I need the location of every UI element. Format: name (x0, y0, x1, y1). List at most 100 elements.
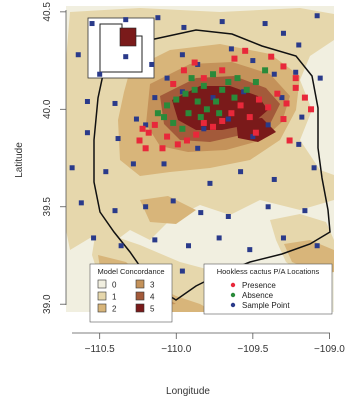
presence-point (283, 100, 290, 107)
sample-point (152, 95, 158, 101)
x-axis-label: Longitude (166, 386, 210, 397)
points-legend: Hookless cactus P/A Locations PresenceAb… (203, 263, 333, 315)
presence-point (151, 121, 158, 128)
x-tick-label: −109.0 (314, 344, 345, 355)
concordance-5-region (172, 86, 268, 130)
sample-point (115, 136, 121, 142)
y-tick-label: 40.5 (42, 2, 53, 22)
x-axis: −110.5 −110.0 −109.5 −109.0 (72, 332, 345, 355)
concordance-label: 1 (112, 293, 117, 302)
sample-point (210, 95, 216, 101)
presence-point (159, 145, 166, 152)
sample-point (296, 141, 302, 147)
y-axis: 39.0 39.5 40.0 40.5 (42, 2, 67, 314)
points-legend-marker (230, 302, 236, 308)
sample-point (130, 161, 136, 167)
presence-point (265, 104, 272, 111)
concordance-swatch (135, 279, 145, 289)
presence-point (280, 116, 287, 123)
sample-point (89, 21, 95, 27)
absence-point (243, 86, 250, 93)
inset-study-area (119, 27, 137, 47)
sample-point (152, 237, 158, 243)
presence-point (174, 141, 181, 148)
points-legend-frame (203, 263, 333, 315)
sample-point (123, 17, 129, 23)
sample-point (112, 208, 118, 214)
presence-point (145, 129, 152, 136)
presence-point (200, 75, 207, 82)
sample-point (293, 69, 299, 75)
presence-point (292, 75, 299, 82)
x-tick-label: −110.0 (161, 344, 192, 355)
sample-point (250, 58, 256, 64)
y-axis-label: Latitude (14, 142, 25, 178)
sample-point (228, 46, 234, 52)
absence-point (225, 79, 232, 86)
absence-point (194, 98, 201, 105)
points-legend-marker (230, 292, 236, 298)
concordance-swatch (97, 291, 107, 301)
sample-point (179, 268, 185, 274)
sample-point (112, 100, 118, 106)
sample-point (225, 116, 231, 122)
y-tick-label: 39.0 (42, 294, 53, 314)
sample-point (133, 116, 139, 122)
presence-point (193, 131, 200, 138)
presence-point (170, 80, 177, 87)
presence-point (183, 137, 190, 144)
sample-point (241, 89, 247, 95)
points-legend-marker (230, 282, 236, 288)
sample-point (280, 30, 286, 36)
presence-point (200, 119, 207, 126)
sample-point (311, 165, 317, 171)
presence-point (237, 102, 244, 109)
points-legend-label: Presence (242, 281, 276, 290)
absence-point (203, 106, 210, 113)
presence-point (164, 133, 171, 140)
sample-point (103, 169, 109, 175)
y-tick-label: 40.0 (42, 99, 53, 119)
absence-point (179, 125, 186, 132)
sample-point (186, 243, 192, 249)
sample-point (262, 21, 268, 27)
x-tick-label: −109.5 (237, 344, 268, 355)
absence-point (185, 110, 192, 117)
sample-point (179, 52, 185, 58)
sample-point (91, 235, 97, 241)
sample-point (299, 114, 305, 120)
concordance-label: 5 (150, 305, 155, 314)
absence-point (252, 79, 259, 86)
sample-point (216, 235, 222, 241)
presence-point (280, 63, 287, 70)
absence-point (210, 71, 217, 78)
sample-point (164, 75, 170, 81)
absence-point (231, 94, 238, 101)
absence-point (213, 98, 220, 105)
sample-point (317, 75, 323, 81)
sample-point (161, 161, 167, 167)
presence-point (274, 90, 281, 97)
presence-point (210, 123, 217, 130)
concordance-swatch (97, 279, 107, 289)
sample-point (280, 235, 286, 241)
concordance-label: 3 (150, 281, 155, 290)
sample-point (143, 122, 149, 128)
points-legend-title: Hookless cactus P/A Locations (217, 267, 320, 276)
sample-point (195, 145, 201, 151)
sample-point (84, 99, 90, 105)
presence-point (246, 114, 253, 121)
concordance-legend-title: Model Concordance (97, 267, 164, 276)
presence-point (231, 55, 238, 62)
sample-point (279, 95, 285, 101)
presence-point (286, 137, 293, 144)
points-legend-label: Sample Point (242, 301, 290, 310)
locator-inset (87, 17, 155, 79)
sample-point (271, 71, 277, 77)
concordance-label: 0 (112, 281, 117, 290)
presence-point (268, 53, 275, 60)
presence-point (136, 137, 143, 144)
sample-point (250, 134, 256, 140)
points-legend-label: Absence (242, 291, 274, 300)
sample-point (201, 126, 207, 132)
